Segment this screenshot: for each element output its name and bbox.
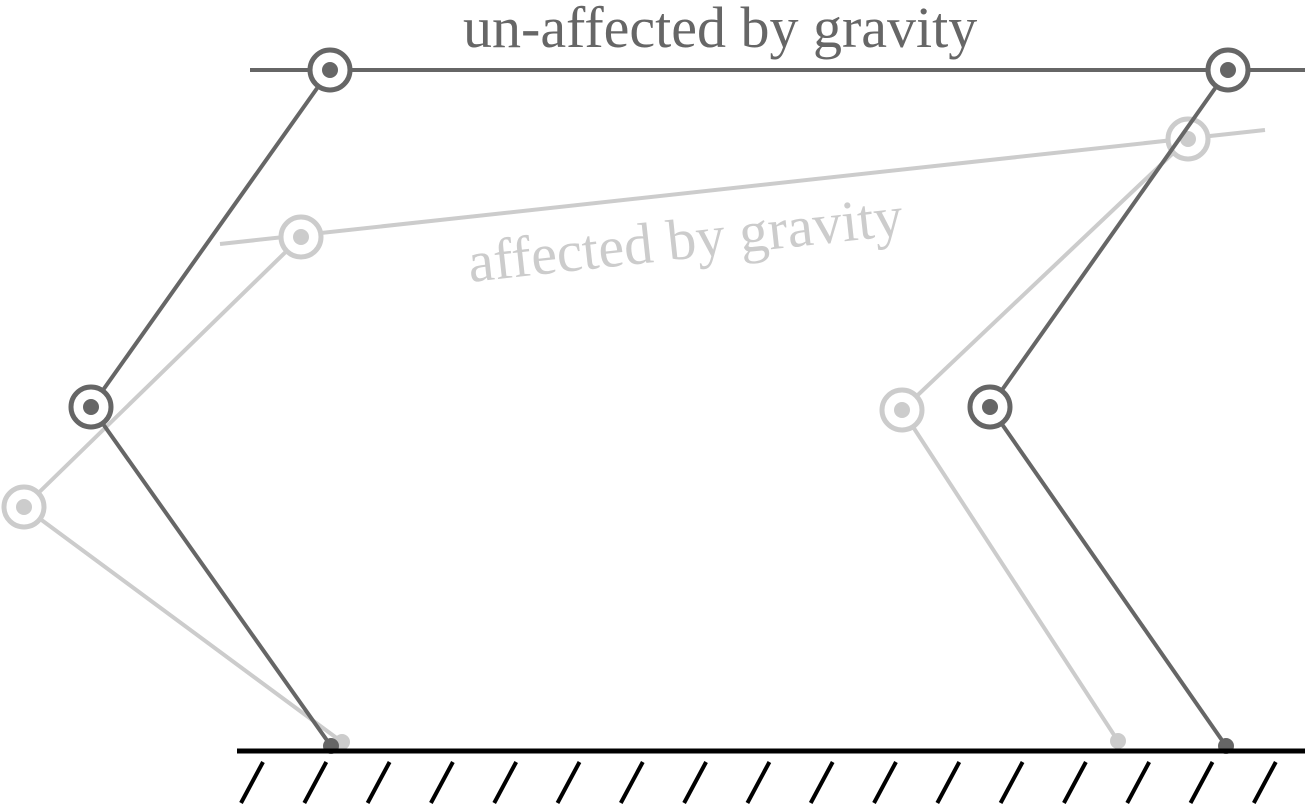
ground-hatch <box>872 761 898 804</box>
ground-hatch <box>808 761 835 804</box>
ground-hatch <box>619 761 645 804</box>
ground-hatch <box>365 761 392 804</box>
unaffected-by-gravity-mechanism: un-affected by gravity <box>68 0 1305 754</box>
ground-hatch <box>998 761 1025 804</box>
unaffected-hip-joint-right <box>1205 47 1251 93</box>
affected-left-upper-link <box>22 235 303 509</box>
affected-hip-joint-right <box>1165 116 1211 162</box>
unaffected-left-upper-link <box>89 68 332 409</box>
ground-hatch <box>492 761 518 804</box>
unaffected-by-gravity-label: un-affected by gravity <box>463 0 977 60</box>
affected-body-line <box>219 128 1266 246</box>
ground-hatch <box>429 761 455 804</box>
unaffected-hip-joint-left <box>307 47 353 93</box>
ground-hatch <box>745 761 772 804</box>
affected-left-lower-link <box>22 505 344 744</box>
ground-hatch <box>1062 761 1088 804</box>
ground-hatch <box>1125 761 1151 804</box>
unaffected-right-upper-link <box>988 68 1230 409</box>
affected-right-lower-link <box>900 408 1120 743</box>
ground-hatch <box>302 761 329 804</box>
affected-right-upper-link <box>900 137 1190 412</box>
unaffected-left-lower-link <box>89 405 333 748</box>
ground-hatch <box>239 761 265 804</box>
unaffected-knee-joint-left <box>68 384 114 430</box>
affected-knee-joint-right <box>879 387 925 433</box>
affected-foot-right <box>1110 733 1126 749</box>
unaffected-knee-joint-right <box>967 384 1013 430</box>
ground-hatch <box>555 761 582 804</box>
ground-hatch <box>682 761 708 804</box>
affected-by-gravity-label: affected by gravity <box>464 183 905 295</box>
ground-hatch <box>1188 761 1215 804</box>
unaffected-right-lower-link <box>988 405 1228 748</box>
affected-hip-joint-left <box>278 214 324 260</box>
ground-hatch <box>935 761 962 804</box>
ground-hatch <box>1252 761 1278 804</box>
ground-hatching <box>239 761 1278 804</box>
affected-knee-joint-left <box>1 484 47 530</box>
affected-by-gravity-mechanism: affected by gravity <box>1 116 1266 750</box>
ground <box>237 748 1305 804</box>
